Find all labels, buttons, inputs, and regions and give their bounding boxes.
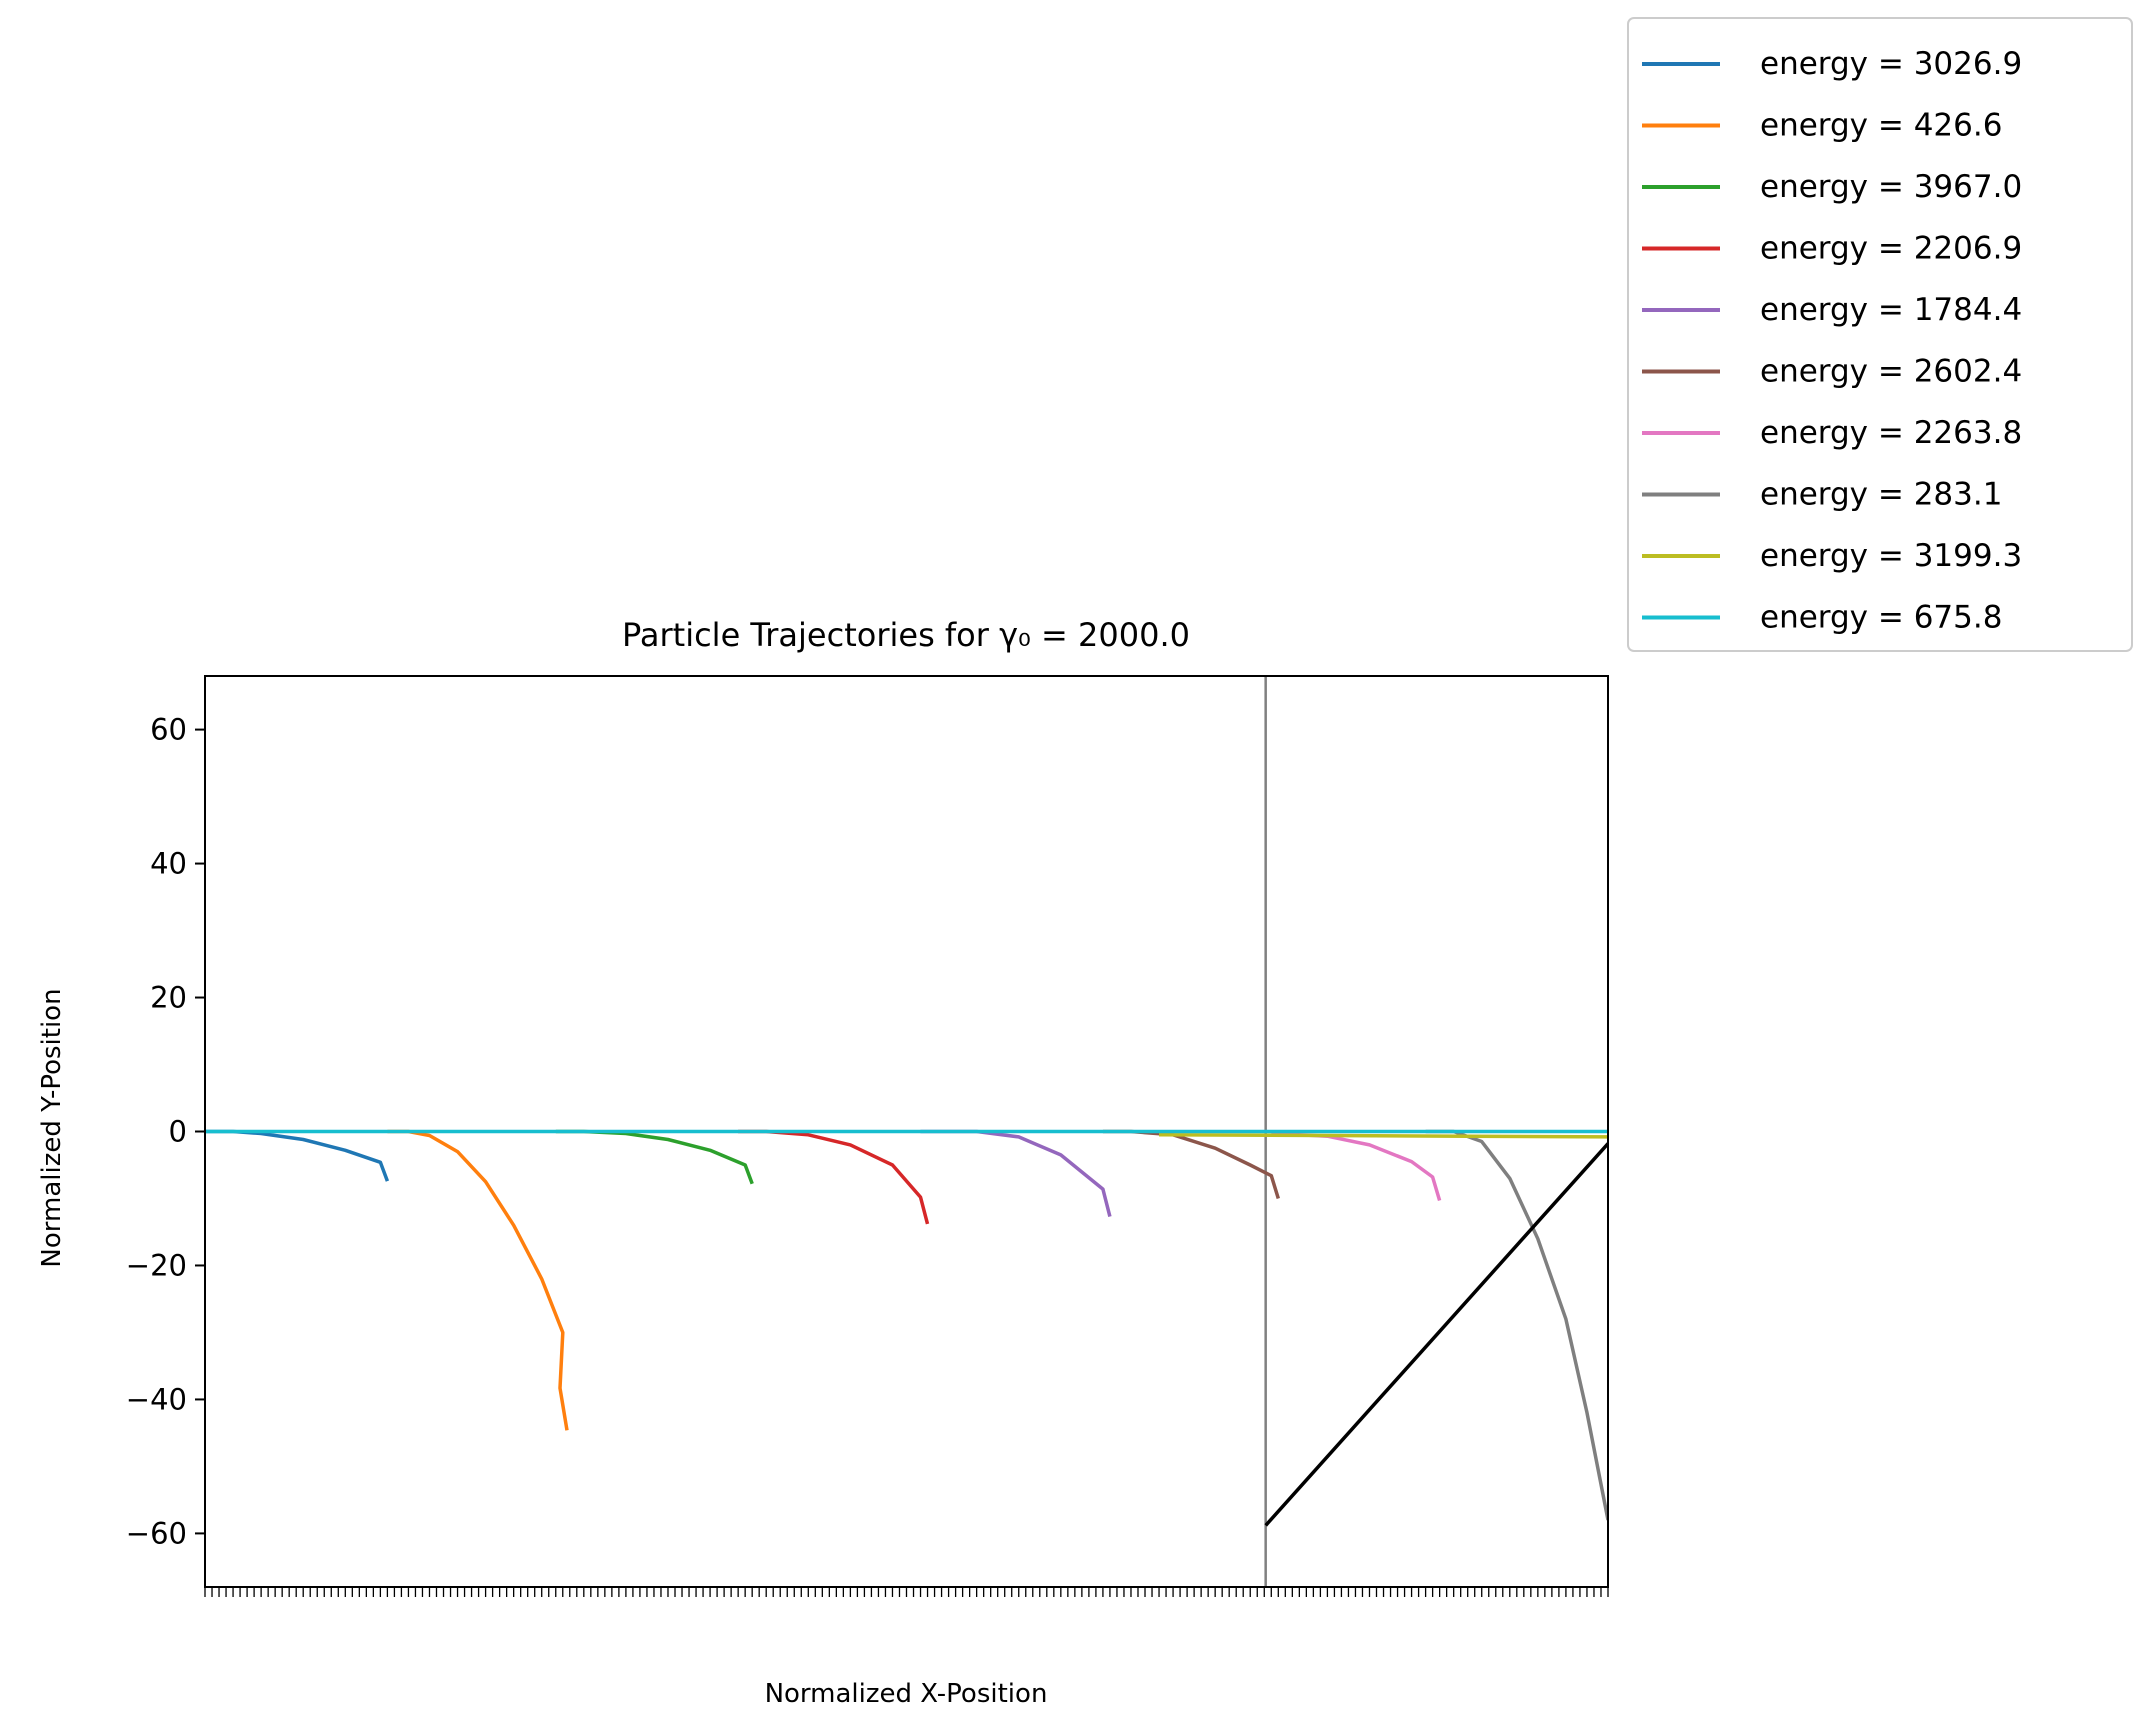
y-tick-label: 0 <box>169 1115 187 1149</box>
chart-title: Particle Trajectories for γ₀ = 2000.0 <box>622 616 1190 654</box>
y-tick-label: −40 <box>126 1382 187 1416</box>
x-axis-label: Normalized X-Position <box>765 1679 1048 1709</box>
y-tick-label: 60 <box>150 713 187 747</box>
legend-label-5: energy = 1784.4 <box>1760 292 2022 328</box>
y-tick-label: −20 <box>126 1248 187 1282</box>
data-layer <box>205 676 1608 1587</box>
legend-label-9: energy = 3199.3 <box>1760 538 2022 574</box>
legend-label-3: energy = 3967.0 <box>1760 169 2022 205</box>
legend-label-6: energy = 2602.4 <box>1760 354 2022 390</box>
y-tick-label: 20 <box>150 981 187 1015</box>
legend-label-10: energy = 675.8 <box>1760 600 2002 636</box>
legend-box <box>1627 17 2133 652</box>
y-axis-label: Normalized Y-Position <box>37 988 67 1267</box>
black-diagonal-line <box>1264 1142 1608 1527</box>
legend-label-8: energy = 283.1 <box>1760 477 2002 513</box>
y-tick-label: −60 <box>126 1516 187 1550</box>
series-line-9 <box>1158 1133 1608 1139</box>
legend-label-4: energy = 2206.9 <box>1760 231 2022 267</box>
legend: energy = 3026.9 energy = 426.6 energy = 39… <box>1627 17 2133 652</box>
legend-label-1: energy = 3026.9 <box>1760 46 2022 82</box>
series-line-2 <box>387 1129 569 1431</box>
plot-area: 60 40 20 0 −20 −40 −60 <box>126 675 1609 1597</box>
legend-label-7: energy = 2263.8 <box>1760 415 2022 451</box>
y-tick-label: 40 <box>150 847 187 881</box>
legend-label-2: energy = 426.6 <box>1760 108 2002 144</box>
